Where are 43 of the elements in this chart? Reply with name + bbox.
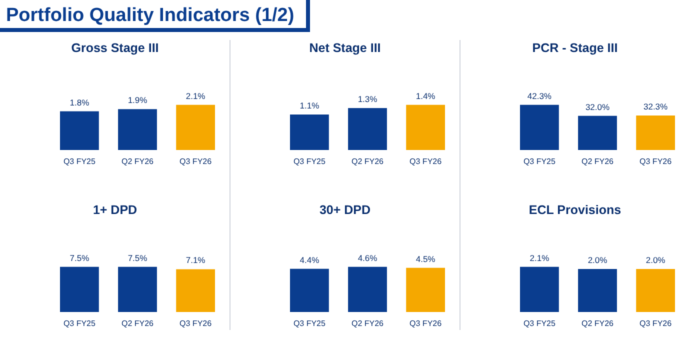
data-label: 32.3% (644, 102, 668, 112)
chart-title: Gross Stage III (71, 41, 159, 55)
data-label: 2.1% (530, 252, 550, 263)
data-label: 1.8% (70, 97, 90, 108)
x-tick-label: Q3 FY26 (180, 319, 212, 328)
data-label: 4.5% (416, 254, 436, 264)
x-tick-label: Q3 FY26 (410, 157, 442, 166)
data-label: 32.0% (585, 102, 610, 112)
text: Portfolio Quality Indicators (1/2) (6, 5, 294, 26)
data-label: 42.3% (527, 90, 552, 101)
chart-title: Net Stage III (309, 41, 381, 55)
x-tick-label: Q2 FY26 (581, 157, 614, 166)
x-tick-label: Q3 FY26 (410, 319, 442, 328)
data-label: 1.3% (358, 94, 378, 104)
x-tick-label: Q2 FY26 (351, 319, 384, 328)
data-label: 2.1% (186, 90, 206, 101)
chart-title: ECL Provisions (528, 203, 622, 217)
data-label: 7.5% (70, 252, 90, 263)
data-label: 7.5% (128, 252, 148, 263)
x-tick-label: Q2 FY26 (121, 157, 154, 166)
x-tick-label: Q3 FY25 (293, 319, 326, 328)
data-label: 1.1% (300, 100, 320, 111)
x-tick-label: Q3 FY25 (523, 157, 556, 166)
x-tick-label: Q3 FY25 (523, 319, 556, 328)
x-tick-label: Q2 FY26 (121, 319, 154, 328)
chart-title: 30+ DPD (319, 203, 371, 217)
data-label: 4.6% (358, 252, 378, 263)
x-tick-label: Q3 FY26 (640, 157, 672, 166)
data-label: 2.0% (588, 254, 608, 265)
x-tick-label: Q2 FY26 (351, 157, 384, 166)
x-tick-label: Q2 FY26 (581, 319, 614, 328)
data-label: 4.4% (300, 254, 320, 265)
data-label: 1.9% (128, 95, 148, 106)
chart-title: 1+ DPD (92, 203, 138, 217)
data-label: 7.1% (186, 255, 206, 266)
x-tick-label: Q3 FY26 (180, 157, 212, 166)
data-label: 1.4% (416, 90, 436, 101)
x-tick-label: Q3 FY25 (63, 319, 96, 328)
x-tick-label: Q3 FY25 (63, 157, 96, 166)
data-label: 2.0% (646, 254, 666, 265)
x-tick-label: Q3 FY25 (293, 157, 326, 166)
chart-title: PCR - Stage III (532, 41, 618, 55)
x-tick-label: Q3 FY26 (640, 319, 672, 328)
